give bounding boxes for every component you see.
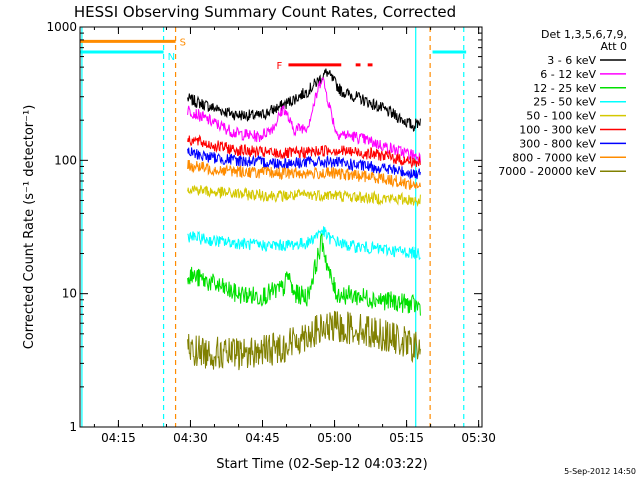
x-tick-label-5: 05:30 (461, 431, 496, 445)
y-tick-label-2: 100 (54, 153, 77, 167)
series-line-3 (187, 226, 421, 261)
x-tick-label-0: 04:15 (101, 431, 136, 445)
series-line-8 (187, 310, 421, 371)
y-tick-label-0: 1 (69, 420, 77, 434)
series-line-0 (187, 68, 421, 132)
series-line-5 (187, 134, 421, 169)
legend-label-2: 12 - 25 keV (533, 82, 596, 95)
legend-label-7: 800 - 7000 keV (512, 151, 596, 164)
series-line-4 (187, 184, 421, 207)
series-layer (187, 68, 421, 371)
legend-label-4: 50 - 100 keV (526, 110, 596, 123)
flag-label-f: F (276, 61, 282, 72)
legend-label-5: 100 - 300 keV (519, 124, 596, 137)
legend-label-0: 3 - 6 keV (547, 54, 596, 67)
legend-label-8: 7000 - 20000 keV (498, 165, 596, 178)
flag-label-n: N (168, 52, 175, 63)
x-tick-label-3: 05:00 (317, 431, 352, 445)
vertical-marker-layer (81, 27, 465, 427)
series-line-6 (187, 147, 421, 180)
legend-label-3: 25 - 50 keV (533, 96, 596, 109)
y-tick-label-1: 10 (62, 287, 77, 301)
x-tick-label-2: 04:45 (245, 431, 280, 445)
legend-label-1: 6 - 12 keV (540, 68, 596, 81)
x-tick-label-1: 04:30 (173, 431, 208, 445)
chart-title: HESSI Observing Summary Count Rates, Cor… (74, 3, 456, 21)
axis-tick-layer: 04:15 04:30 04:45 05:00 05:15 05:30 1 10 100 1000 (46, 20, 495, 445)
series-line-2 (187, 233, 421, 316)
x-tick-label-4: 05:15 (389, 431, 424, 445)
y-tick-label-3: 1000 (46, 20, 77, 34)
y-axis-title: Corrected Count Rate (s⁻¹ detector⁻¹) (22, 105, 37, 350)
footer-timestamp: 5-Sep-2012 14:50 (564, 467, 636, 476)
plot-frame (79, 26, 483, 428)
legend-header-1: Att 0 (601, 40, 627, 53)
series-line-7 (187, 159, 421, 190)
series-line-1 (187, 77, 421, 163)
legend-label-6: 300 - 800 keV (519, 137, 596, 150)
legend-header-0: Det 1,3,5,6,7,9, (541, 28, 627, 41)
flag-bar-layer: SN F (80, 37, 467, 72)
flag-label-s: S (180, 37, 186, 48)
x-axis-title: Start Time (02-Sep-12 04:03:22) (216, 457, 427, 472)
